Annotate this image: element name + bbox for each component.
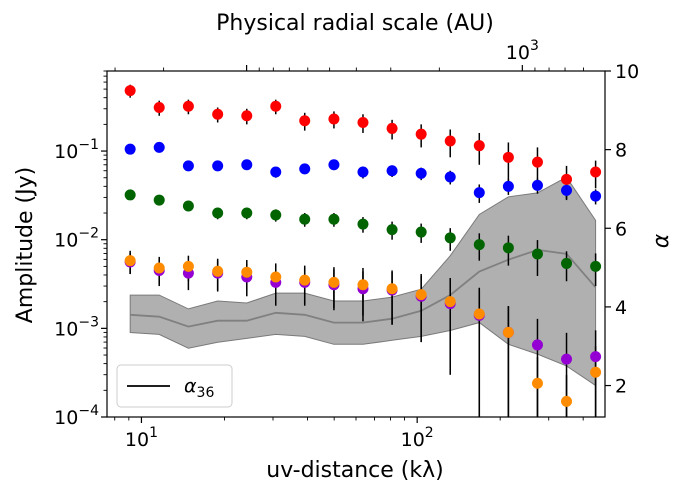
data-point-s3-14 (531, 339, 543, 351)
data-point-s4-6 (299, 274, 311, 286)
data-point-s4-13 (502, 326, 514, 338)
y-tick-label: 10−4 (54, 403, 99, 429)
y2-tick-label: 2 (615, 376, 627, 398)
y2-tick-label: 4 (615, 297, 627, 319)
data-point-s1-2 (182, 160, 194, 172)
data-point-s4-14 (531, 377, 543, 389)
alpha36-line (130, 248, 597, 328)
data-point-s4-3 (212, 265, 224, 277)
data-point-s1-3 (212, 160, 224, 172)
legend-label: α36 (184, 375, 214, 401)
data-point-s1-8 (357, 166, 369, 178)
legend: α36 (116, 364, 233, 408)
data-point-s4-4 (241, 266, 253, 278)
data-point-s0-8 (357, 116, 369, 128)
data-point-s2-0 (124, 189, 136, 201)
data-point-s1-16 (590, 190, 602, 202)
data-point-s2-9 (386, 224, 398, 236)
data-point-s1-5 (270, 166, 282, 178)
y-tick-label: 10−1 (54, 137, 99, 163)
data-point-s0-3 (212, 108, 224, 120)
y-tick-label: 10−2 (54, 226, 99, 252)
data-point-s0-16 (590, 166, 602, 178)
data-point-s1-12 (473, 187, 485, 199)
data-point-s2-8 (357, 218, 369, 230)
data-point-s2-12 (473, 239, 485, 251)
data-point-s4-10 (415, 289, 427, 301)
data-point-s1-1 (153, 141, 165, 153)
data-point-s2-4 (241, 207, 253, 219)
y-tick-label: 10−3 (54, 314, 99, 340)
data-point-s0-5 (270, 100, 282, 112)
y2-tick-label: 8 (615, 140, 627, 162)
data-point-s0-0 (124, 85, 136, 97)
data-point-s2-2 (182, 200, 194, 212)
data-point-s4-1 (153, 262, 165, 274)
data-point-s0-10 (415, 128, 427, 140)
data-point-s1-0 (124, 143, 136, 155)
data-point-s0-13 (502, 151, 514, 163)
data-point-s0-2 (182, 100, 194, 112)
data-point-s2-11 (444, 232, 456, 244)
data-point-s3-16 (590, 351, 602, 363)
data-point-s0-9 (386, 122, 398, 134)
data-point-s2-6 (299, 213, 311, 225)
data-point-s2-10 (415, 226, 427, 238)
top-tick-label: 103 (506, 38, 539, 64)
legend-box (116, 364, 233, 408)
data-point-s4-16 (590, 366, 602, 378)
data-point-s2-15 (561, 257, 573, 269)
data-point-s1-14 (531, 179, 543, 191)
data-point-s2-5 (270, 209, 282, 221)
data-point-s2-13 (502, 242, 514, 254)
data-point-s1-4 (241, 159, 253, 171)
data-point-s2-16 (590, 260, 602, 272)
y-axis-title: Amplitude (Jy) (13, 167, 38, 323)
data-point-s4-5 (270, 271, 282, 283)
x-tick-label: 101 (125, 425, 158, 451)
data-point-s2-14 (531, 248, 543, 260)
y2-tick-label: 6 (615, 218, 627, 240)
data-point-s3-15 (561, 353, 573, 365)
data-point-s0-11 (444, 135, 456, 147)
data-point-s4-11 (444, 296, 456, 308)
data-point-s4-12 (473, 308, 485, 320)
y2-axis-title: α (649, 233, 674, 248)
data-point-s4-7 (328, 276, 340, 288)
y2-tick-label: 10 (615, 61, 639, 83)
data-point-s1-9 (386, 165, 398, 177)
data-point-s2-7 (328, 213, 340, 225)
top-axis-title: Physical radial scale (AU) (216, 11, 494, 36)
data-point-s4-2 (182, 260, 194, 272)
data-point-s0-6 (299, 115, 311, 127)
data-point-s1-6 (299, 163, 311, 175)
data-point-s2-1 (153, 194, 165, 206)
data-point-s4-15 (561, 395, 573, 407)
data-point-s0-14 (531, 156, 543, 168)
data-point-s0-4 (241, 110, 253, 122)
data-point-s1-10 (415, 167, 427, 179)
data-point-s4-9 (386, 283, 398, 295)
data-point-s1-13 (502, 180, 514, 192)
data-point-s0-12 (473, 140, 485, 152)
data-point-s2-3 (212, 207, 224, 219)
x-tick-label: 102 (401, 425, 434, 451)
data-point-s1-15 (561, 184, 573, 196)
x-axis-title: uv-distance (kλ) (266, 458, 443, 483)
data-point-s1-11 (444, 171, 456, 183)
data-point-s4-0 (124, 255, 136, 267)
data-point-s0-7 (328, 113, 340, 125)
data-point-s0-15 (561, 173, 573, 185)
data-point-s0-1 (153, 101, 165, 113)
data-point-s4-8 (357, 279, 369, 291)
plot-area (124, 84, 602, 417)
data-point-s1-7 (328, 159, 340, 171)
